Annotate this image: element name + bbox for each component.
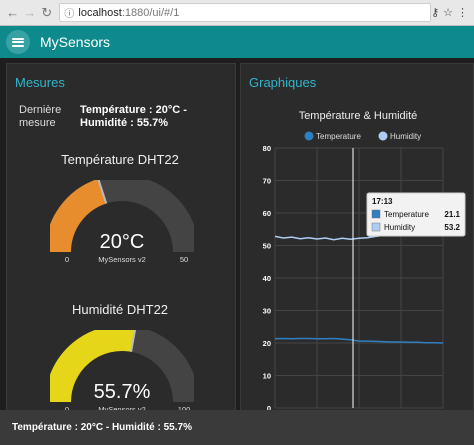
legend-label-temperature: Temperature: [316, 132, 361, 141]
temperature-gauge-value: 20°C: [100, 231, 145, 253]
graphiques-card: Graphiques Température & Humidité Temper…: [240, 63, 474, 413]
tooltip-swatch-humidity: [371, 222, 381, 232]
legend-label-humidity: Humidity: [390, 132, 421, 141]
temperature-gauge-title: Température DHT22: [61, 152, 179, 167]
tooltip-value-temperature: 21.1: [444, 210, 460, 219]
url-text: localhost:1880/ui/#/1: [78, 6, 180, 19]
info-icon[interactable]: ⓘ: [64, 9, 75, 20]
last-measure-value: Température : 20°C - Humidité : 55.7%: [80, 104, 187, 129]
y-tick-label: 10: [263, 372, 271, 381]
y-tick-label: 0: [267, 404, 271, 410]
humidity-gauge-title: Humidité DHT22: [71, 302, 169, 317]
y-tick-label: 20: [263, 339, 271, 348]
address-bar[interactable]: ⓘ localhost:1880/ui/#/1: [59, 3, 432, 22]
tooltip-value-humidity: 53.2: [444, 223, 460, 232]
legend-marker-humidity: [378, 131, 388, 141]
tooltip-label-temperature: Temperature: [384, 210, 429, 219]
temperature-gauge-sublabel: MySensors v2: [98, 255, 146, 264]
y-tick-label: 60: [263, 209, 271, 218]
tooltip-swatch-temperature: [371, 209, 381, 219]
temperature-gauge-needle: [97, 180, 108, 204]
humidity-gauge-max: 100: [178, 405, 191, 414]
humidity-gauge-fill: [50, 330, 136, 403]
graphiques-title: Graphiques: [249, 75, 317, 90]
key-icon[interactable]: ⚷: [431, 7, 440, 19]
tooltip-label-humidity: Humidity: [384, 223, 415, 232]
humidity-gauge-sublabel: MySensors v2: [98, 405, 146, 414]
humidity-gauge: 55.7% MySensors v2 0 100: [50, 330, 194, 414]
temperature-gauge: 20°C MySensors v2 0 50: [50, 180, 194, 264]
forward-arrow-icon[interactable]: →: [23, 5, 37, 20]
chart-title: Température & Humidité: [298, 110, 418, 122]
mesures-title: Mesures: [15, 75, 65, 90]
notification-toast[interactable]: Température : 20°C - Humidité : 55.7%: [0, 410, 474, 445]
mesures-card: Mesures Dernière mesure Température : 20…: [6, 63, 236, 414]
y-tick-label: 70: [263, 177, 271, 186]
hamburger-menu-button[interactable]: [6, 30, 30, 54]
star-icon[interactable]: ☆: [443, 7, 453, 19]
temperature-gauge-fill: [50, 180, 107, 253]
temperature-gauge-min: 0: [65, 255, 69, 264]
series-line-temperature: [274, 337, 444, 344]
app-header: MySensors: [0, 26, 474, 58]
humidity-gauge-min: 0: [65, 405, 69, 414]
y-tick-label: 50: [263, 242, 271, 251]
legend-marker-temperature: [304, 131, 314, 141]
app-title: MySensors: [40, 34, 111, 50]
menu-dots-icon[interactable]: ⋮: [457, 7, 468, 19]
browser-toolbar: ← → ↻ ⓘ localhost:1880/ui/#/1 ⚷ ☆ ⋮: [0, 0, 474, 26]
y-tick-label: 30: [263, 307, 271, 316]
tooltip-box: [366, 192, 466, 237]
humidity-gauge-needle: [130, 330, 137, 352]
reload-icon[interactable]: ↻: [41, 4, 53, 20]
humidity-gauge-value: 55.7%: [94, 381, 151, 403]
hamburger-icon: [12, 37, 24, 47]
temperature-gauge-max: 50: [180, 255, 188, 264]
temp-humidity-chart: Temperature Humidity 80 70 60 50 40 30 20 10 0 17:1…: [263, 131, 466, 410]
y-tick-label: 40: [263, 274, 271, 283]
last-measure-label: Dernière mesure: [19, 104, 62, 129]
back-arrow-icon[interactable]: ←: [6, 5, 20, 20]
tooltip-time: 17:13: [372, 197, 393, 206]
y-tick-label: 80: [263, 144, 271, 153]
